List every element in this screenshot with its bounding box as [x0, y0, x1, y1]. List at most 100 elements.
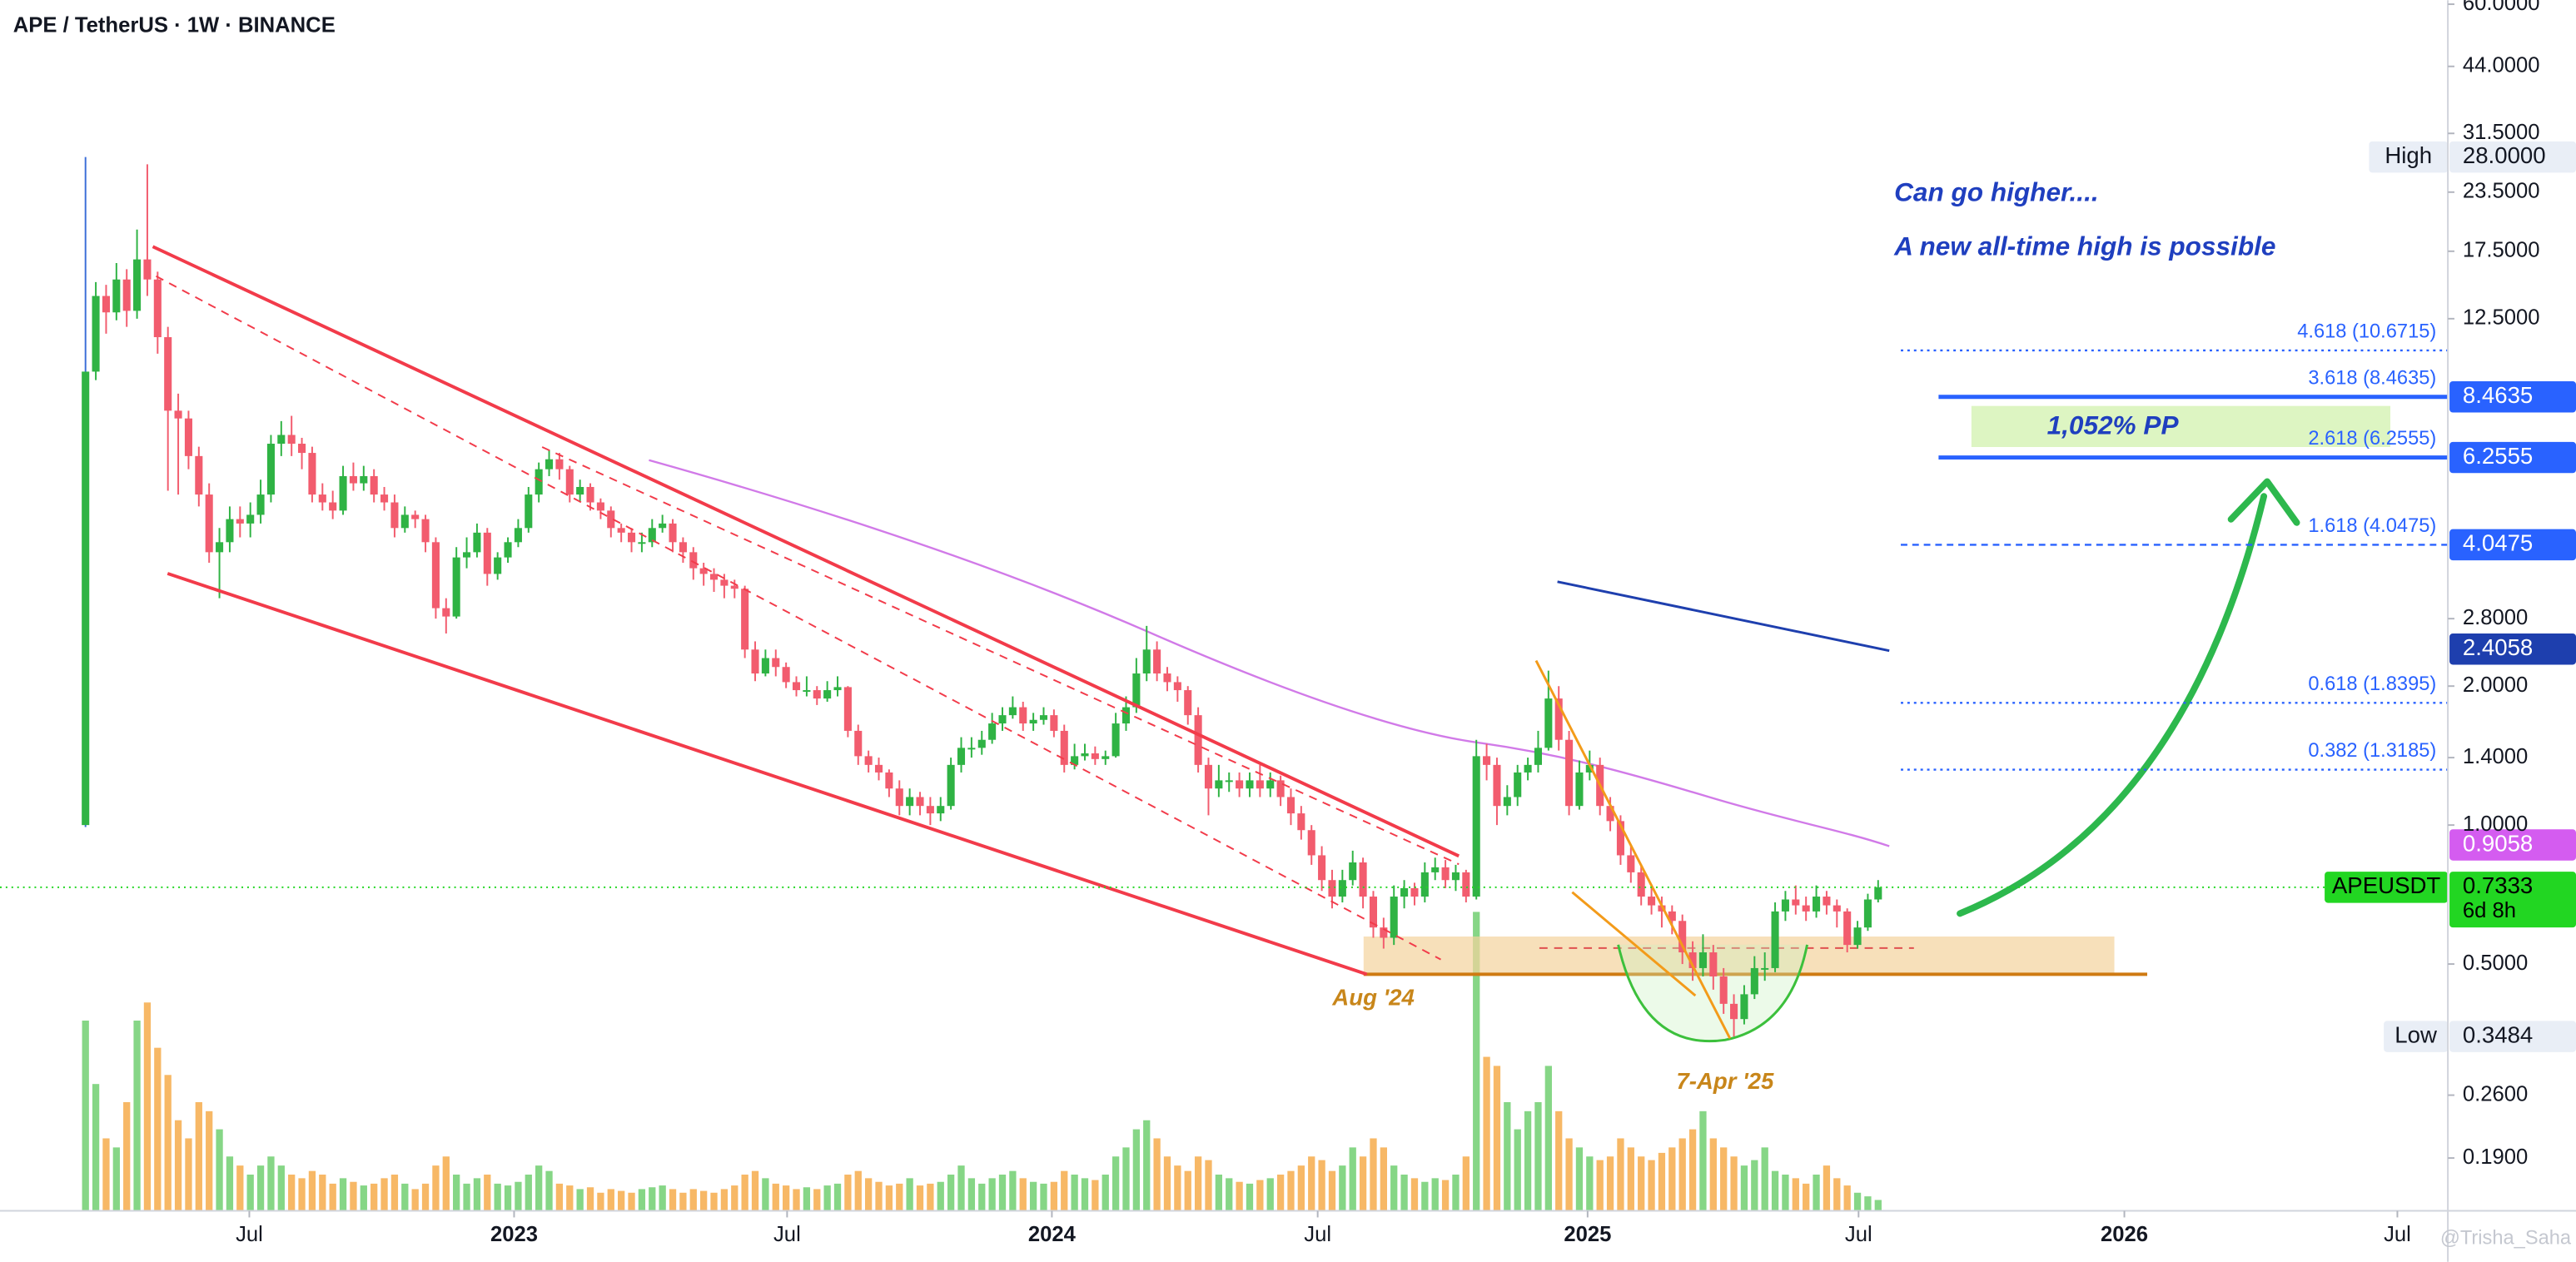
volume-bar: [123, 1101, 131, 1211]
candle-body: [555, 459, 564, 470]
volume-bar: [659, 1185, 666, 1211]
channel-lower: [167, 572, 1368, 976]
volume-bar: [1236, 1181, 1243, 1211]
volume-bar: [689, 1189, 697, 1211]
candle-body: [741, 589, 749, 650]
y-tick-label: 0.1900: [2463, 1145, 2528, 1169]
candle-body: [1153, 649, 1161, 674]
channel-upper: [152, 245, 1460, 858]
volume-bar: [669, 1189, 677, 1211]
volume-bar: [1050, 1181, 1058, 1211]
volume-bar: [1596, 1160, 1604, 1211]
volume-bar: [1555, 1110, 1563, 1211]
volume-bar: [844, 1175, 852, 1211]
volume-bar: [1328, 1170, 1336, 1211]
candle-body: [1483, 756, 1491, 765]
candle-body: [967, 748, 976, 750]
candle-body: [1400, 887, 1409, 897]
watermark: @Trisha_Saha: [2440, 1227, 2572, 1249]
candle-body: [1843, 911, 1852, 946]
volume-bar: [638, 1189, 646, 1211]
candle-body: [1369, 897, 1378, 928]
candle-body: [586, 486, 594, 503]
candle-body: [431, 542, 440, 609]
volume-bar: [1638, 1156, 1645, 1211]
candle-body: [864, 756, 873, 765]
chart-title: APE / TetherUS · 1W · BINANCE: [13, 14, 336, 37]
volume-bar: [1544, 1066, 1552, 1211]
price-tag-label: 0.3484: [2463, 1021, 2533, 1047]
candle-body: [1338, 880, 1346, 897]
candle-body: [998, 715, 1007, 724]
candle-body: [1730, 1003, 1738, 1020]
volume-bar: [421, 1183, 430, 1211]
candle-body: [266, 444, 275, 495]
volume-bar: [1534, 1101, 1542, 1211]
volume-bar: [1380, 1147, 1387, 1211]
candle-body: [298, 444, 306, 454]
volume-bar: [1297, 1165, 1305, 1211]
candle-body: [1215, 780, 1223, 789]
volume-bar: [1617, 1138, 1624, 1211]
volume-bar: [854, 1170, 862, 1211]
volume-bar: [906, 1178, 913, 1211]
candle-body: [1524, 764, 1532, 773]
volume-bar: [1287, 1170, 1295, 1211]
candle-body: [1173, 682, 1181, 691]
y-tick-label: 60.0000: [2463, 0, 2540, 15]
volume-bar: [1102, 1175, 1109, 1211]
candle-body: [205, 494, 213, 553]
x-tick-label: Jul: [1304, 1223, 1331, 1246]
cup-shape: [1617, 944, 1808, 1043]
volume-bar: [206, 1110, 213, 1211]
candle-body: [659, 523, 667, 529]
volume-bar: [555, 1183, 564, 1211]
volume-bar: [700, 1190, 708, 1211]
candle-body: [112, 279, 121, 313]
price-tag-countdown: 6d 8h: [2463, 899, 2516, 922]
candle-body: [874, 764, 883, 773]
volume-bar: [1132, 1129, 1141, 1211]
volume-bar: [1648, 1160, 1655, 1211]
volume-bar: [453, 1175, 460, 1211]
candle-body: [236, 519, 244, 524]
candle-body: [1451, 872, 1460, 881]
candle-body: [1359, 862, 1367, 897]
volume-bar: [833, 1183, 842, 1211]
candle-body: [339, 475, 347, 511]
price-tag: [2449, 633, 2576, 665]
volume-bar: [741, 1175, 748, 1211]
volume-bar: [576, 1189, 584, 1211]
annotation: 1,052% PP: [2047, 410, 2180, 440]
candle-body: [1328, 880, 1336, 897]
candle-body: [246, 514, 255, 524]
candle-body: [679, 542, 687, 553]
volume-bar: [1813, 1175, 1820, 1211]
candle-body: [1019, 707, 1027, 724]
volume-bar: [679, 1192, 687, 1211]
price-tag-name-box: [2369, 141, 2449, 173]
candle-body: [772, 658, 780, 668]
candle-body: [751, 649, 759, 674]
volume-bar: [1771, 1170, 1779, 1211]
volume-bar: [1194, 1156, 1202, 1211]
volume-bar: [1266, 1178, 1274, 1211]
target-box: [1971, 405, 2391, 447]
volume-bar: [618, 1190, 625, 1211]
candle-body: [926, 806, 934, 814]
candle-body: [1349, 862, 1357, 881]
x-tick-label: 2026: [2101, 1223, 2148, 1246]
volume-bar: [720, 1189, 729, 1211]
candle-body: [1184, 690, 1192, 716]
volume-bar: [1256, 1180, 1264, 1211]
price-tag-label: 4.0475: [2463, 530, 2533, 556]
volume-bar: [1792, 1178, 1799, 1211]
candle-body: [174, 410, 182, 419]
fib-label: 3.618 (8.4635): [2308, 367, 2436, 389]
fib-label: 2.618 (6.2555): [2308, 428, 2436, 450]
candle-body: [153, 279, 162, 338]
candle-body: [1874, 887, 1882, 900]
volume-bar: [1122, 1147, 1130, 1211]
